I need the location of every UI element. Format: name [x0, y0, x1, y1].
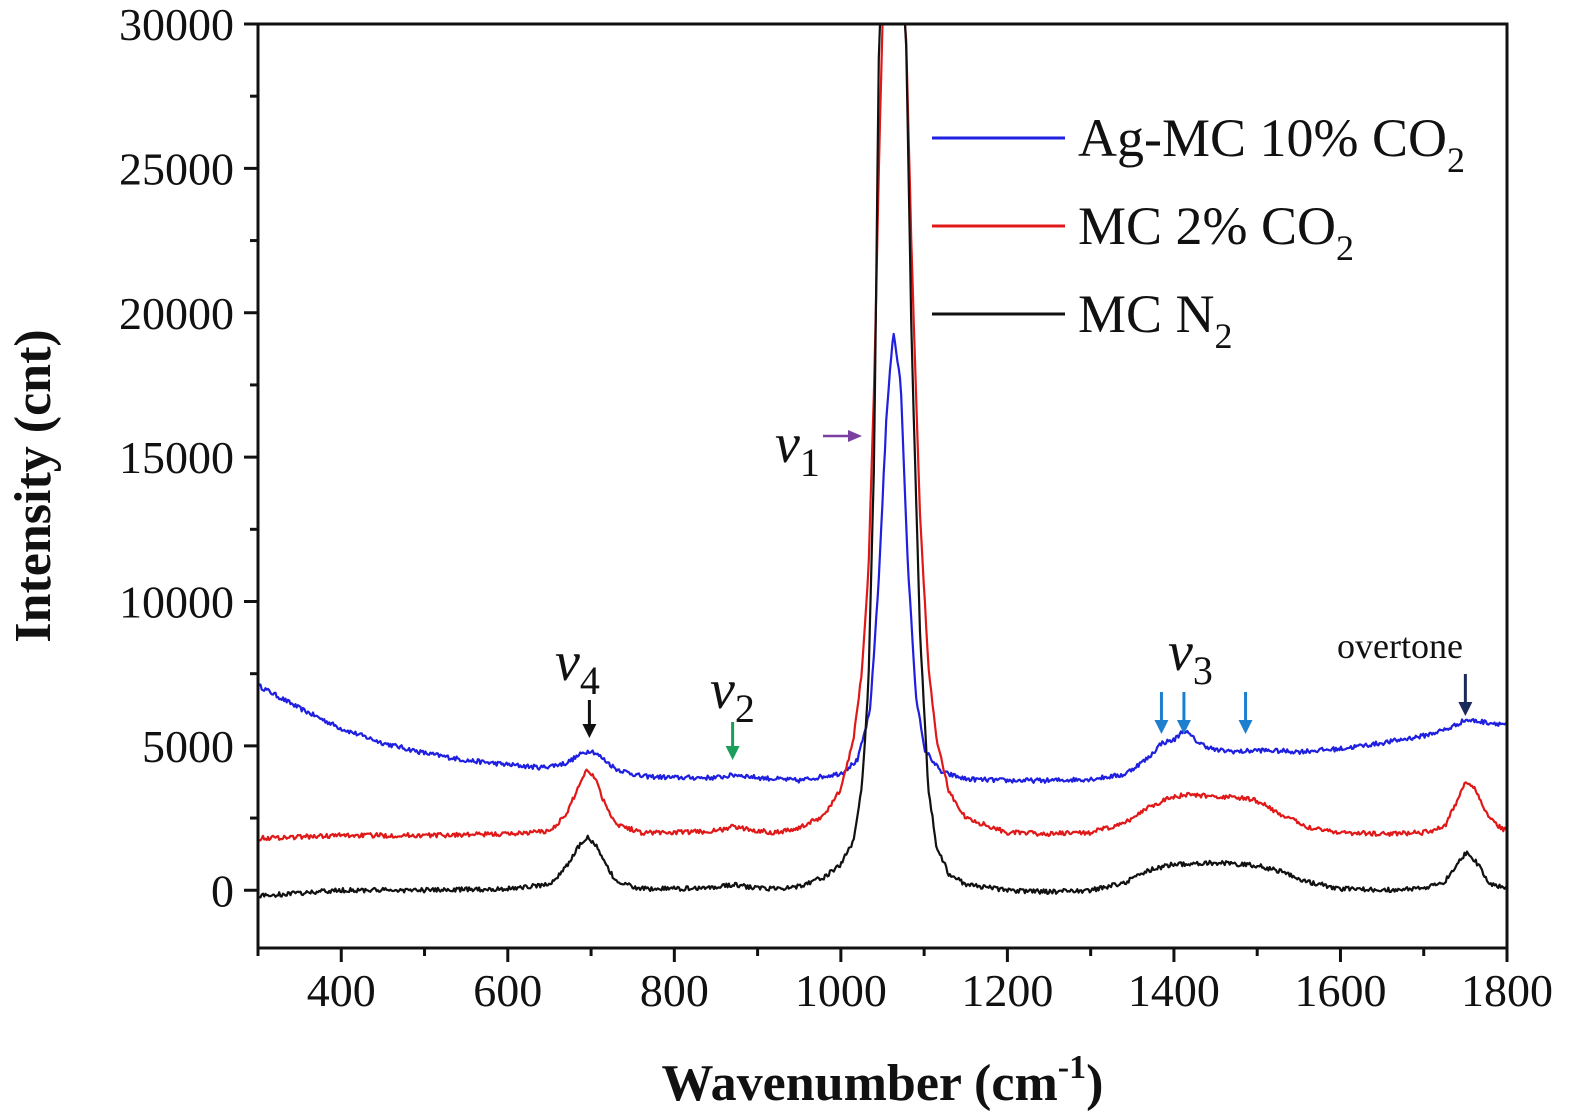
series-layer [258, 24, 1507, 899]
arrow-v4-head [582, 724, 597, 738]
series-line-1 [258, 24, 1507, 842]
annotation-overtone: overtone [1337, 626, 1463, 666]
y-tick-label-30000: 30000 [119, 0, 234, 50]
annotation-v1: v1 [775, 413, 820, 485]
arrow-v2-head [725, 746, 740, 760]
arrow-v3-0-head [1154, 720, 1169, 734]
plot-frame [256, 22, 1509, 950]
series-line-2 [258, 24, 1507, 899]
x-tick-label-800: 800 [640, 965, 709, 1016]
x-tick-label-1800: 1800 [1461, 965, 1553, 1016]
y-tick-label-25000: 25000 [119, 143, 234, 194]
legend: Ag-MC 10% CO2 MC 2% CO2 MC N2 [932, 108, 1465, 356]
legend-label-mc-2-co2: MC 2% CO2 [1078, 196, 1354, 268]
legend-label-ag-mc-10-co2: Ag-MC 10% CO2 [1078, 108, 1465, 180]
x-tick-label-1200: 1200 [961, 965, 1053, 1016]
y-tick-label-10000: 10000 [119, 577, 234, 628]
y-tick-label-0: 0 [211, 865, 234, 916]
y-axis-title: Intensity (cnt) [5, 329, 62, 642]
x-tick-label-600: 600 [473, 965, 542, 1016]
axes-layer: 400 600 800 1000 1200 1400 1600 1800 0 5000 10000 1… [119, 0, 1553, 1016]
y-tick-label-5000: 5000 [142, 721, 234, 772]
arrow-v1-head [848, 430, 862, 442]
annotation-layer [582, 430, 1473, 760]
annotation-v2: v2 [710, 659, 755, 731]
y-tick-label-20000: 20000 [119, 288, 234, 339]
y-tick-label-15000: 15000 [119, 432, 234, 483]
legend-label-mc-n2: MC N2 [1078, 284, 1233, 356]
x-tick-label-400: 400 [307, 965, 376, 1016]
x-axis-title: Wavenumber (cm-1) [662, 1049, 1104, 1112]
series-line-0 [258, 332, 1507, 784]
arrow-overtone-head [1458, 702, 1473, 716]
arrow-v3-1-head [1176, 720, 1191, 734]
annotation-v3: v3 [1168, 621, 1213, 693]
x-tick-label-1400: 1400 [1128, 965, 1220, 1016]
x-tick-label-1600: 1600 [1294, 965, 1386, 1016]
x-tick-label-1000: 1000 [795, 965, 887, 1016]
annotation-v4: v4 [555, 631, 600, 703]
arrow-v3-2-head [1238, 720, 1253, 734]
